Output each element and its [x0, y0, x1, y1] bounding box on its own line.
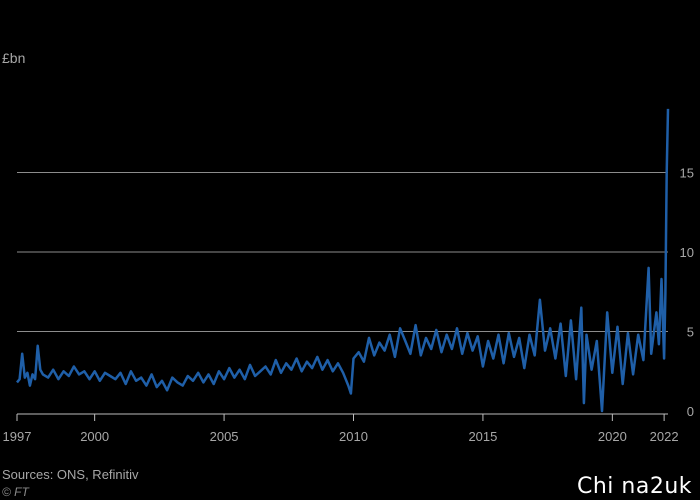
x-tick-label: 2020	[598, 429, 627, 444]
copyright-credit: © FT	[2, 485, 29, 499]
x-tick-label: 2005	[210, 429, 239, 444]
source-note: Sources: ONS, Refinitiv	[2, 467, 139, 482]
x-tick-label: 2022	[650, 429, 679, 444]
gridlines	[17, 172, 668, 332]
x-tick-label: 2000	[80, 429, 109, 444]
series-line-0	[16, 108, 670, 413]
y-tick-label: 5	[687, 325, 694, 340]
x-axis: 1997 2000 2005 2010 2015 2020 2022	[3, 413, 679, 444]
watermark: Chi na2uk	[576, 474, 692, 499]
y-tick-label: 0	[687, 404, 694, 419]
series-group	[16, 108, 670, 413]
y-tick-label: 15	[680, 166, 694, 181]
x-tick-label: 2015	[468, 429, 497, 444]
y-axis-unit-label: £bn	[2, 50, 25, 66]
line-chart: 0 5 10 15 £bn 1997 2000 2005 2010 2015 2020 2022	[2, 50, 694, 444]
y-axis: 0 5 10 15	[680, 166, 694, 420]
x-tick-label: 1997	[3, 429, 32, 444]
x-tick-label: 2010	[339, 429, 368, 444]
y-tick-label: 10	[680, 245, 694, 260]
